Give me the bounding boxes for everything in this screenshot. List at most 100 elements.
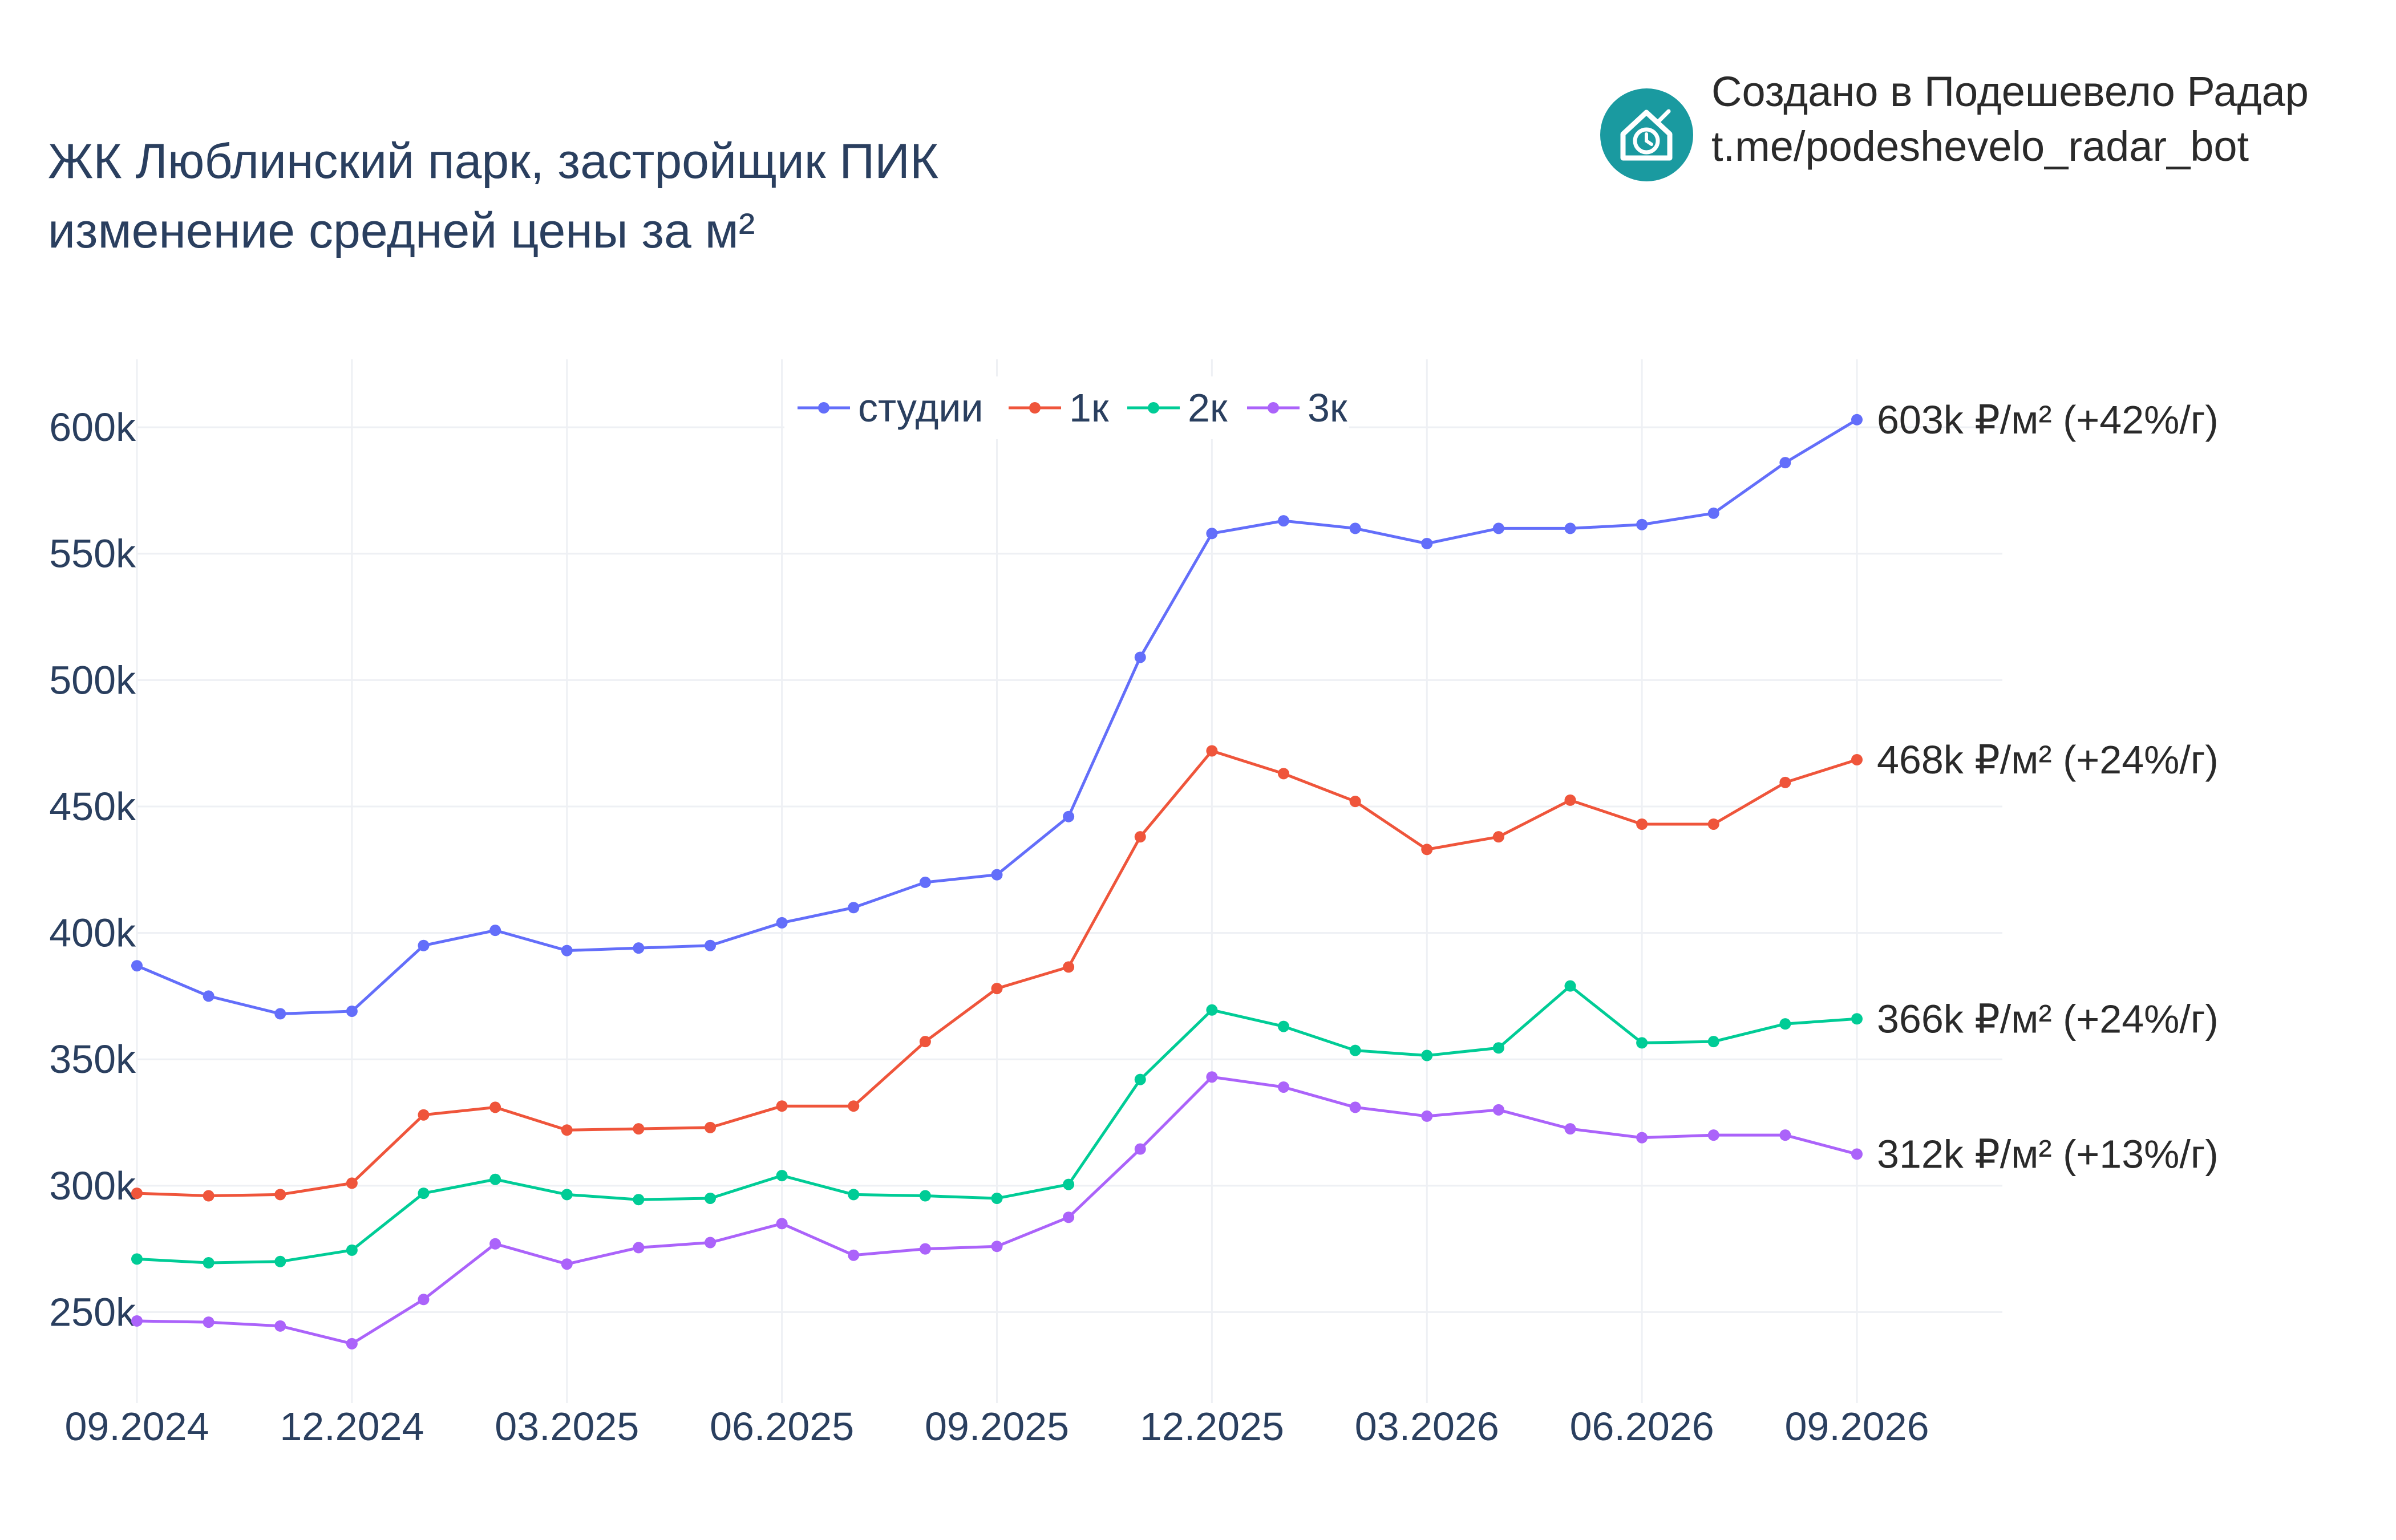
data-point[interactable]: [705, 1121, 716, 1133]
data-point[interactable]: [274, 1189, 286, 1201]
data-point[interactable]: [991, 983, 1003, 995]
data-point[interactable]: [1492, 1042, 1504, 1054]
data-point[interactable]: [1421, 1049, 1433, 1061]
data-point[interactable]: [346, 1244, 358, 1256]
data-point[interactable]: [1707, 1129, 1719, 1141]
data-point[interactable]: [1421, 844, 1433, 856]
data-point[interactable]: [1206, 528, 1218, 540]
data-point[interactable]: [1278, 1081, 1289, 1093]
data-point[interactable]: [418, 1294, 430, 1306]
data-point[interactable]: [1851, 753, 1863, 765]
data-point[interactable]: [561, 1258, 573, 1270]
data-point[interactable]: [1349, 522, 1361, 534]
data-point[interactable]: [1063, 1178, 1075, 1190]
data-point[interactable]: [489, 1101, 501, 1113]
data-point[interactable]: [1206, 1071, 1218, 1083]
data-point[interactable]: [274, 1008, 286, 1020]
data-point[interactable]: [1779, 1018, 1791, 1030]
data-point[interactable]: [633, 1194, 645, 1206]
data-point[interactable]: [274, 1255, 286, 1267]
data-point[interactable]: [1564, 1123, 1576, 1135]
data-point[interactable]: [131, 1253, 143, 1265]
data-point[interactable]: [489, 925, 501, 937]
data-point[interactable]: [1636, 818, 1648, 830]
data-point[interactable]: [1134, 831, 1146, 843]
data-point[interactable]: [1206, 745, 1218, 757]
brand-link[interactable]: t.me/podeshevelo_radar_bot: [1711, 123, 2249, 170]
data-point[interactable]: [561, 1124, 573, 1136]
data-point[interactable]: [203, 990, 214, 1002]
data-point[interactable]: [346, 1005, 358, 1017]
data-point[interactable]: [633, 1242, 645, 1254]
data-point[interactable]: [1063, 961, 1075, 973]
data-point[interactable]: [346, 1338, 358, 1349]
data-point[interactable]: [705, 1237, 716, 1249]
legend-item[interactable]: студии: [798, 386, 984, 430]
data-point[interactable]: [848, 1100, 860, 1112]
data-point[interactable]: [1134, 651, 1146, 663]
data-point[interactable]: [633, 1123, 645, 1135]
data-point[interactable]: [346, 1177, 358, 1189]
data-point[interactable]: [991, 1241, 1003, 1253]
data-point[interactable]: [489, 1173, 501, 1185]
data-point[interactable]: [1349, 1044, 1361, 1056]
data-point[interactable]: [131, 1315, 143, 1327]
data-point[interactable]: [1636, 1037, 1648, 1049]
data-point[interactable]: [848, 1249, 860, 1261]
data-point[interactable]: [1278, 1020, 1289, 1032]
data-point[interactable]: [1779, 776, 1791, 788]
data-point[interactable]: [418, 1188, 430, 1199]
legend-item[interactable]: 3к: [1247, 386, 1347, 430]
data-point[interactable]: [705, 939, 716, 951]
data-point[interactable]: [1492, 831, 1504, 843]
data-point[interactable]: [1349, 1101, 1361, 1113]
data-point[interactable]: [1564, 522, 1576, 534]
data-point[interactable]: [1779, 457, 1791, 469]
data-point[interactable]: [418, 939, 430, 951]
data-point[interactable]: [1063, 810, 1075, 822]
data-point[interactable]: [919, 1190, 931, 1202]
data-point[interactable]: [1278, 515, 1289, 527]
legend-item[interactable]: 1к: [1009, 386, 1109, 430]
data-point[interactable]: [131, 1188, 143, 1199]
data-point[interactable]: [203, 1190, 214, 1202]
data-point[interactable]: [489, 1238, 501, 1250]
data-point[interactable]: [1636, 1132, 1648, 1144]
data-point[interactable]: [1707, 1036, 1719, 1048]
data-point[interactable]: [418, 1109, 430, 1121]
data-point[interactable]: [1707, 818, 1719, 830]
data-point[interactable]: [203, 1257, 214, 1269]
data-point[interactable]: [776, 1100, 788, 1112]
data-point[interactable]: [274, 1320, 286, 1332]
data-point[interactable]: [1421, 1110, 1433, 1122]
data-point[interactable]: [131, 960, 143, 972]
data-point[interactable]: [991, 869, 1003, 881]
data-point[interactable]: [1063, 1211, 1075, 1223]
data-point[interactable]: [1134, 1143, 1146, 1155]
data-point[interactable]: [776, 1170, 788, 1182]
data-point[interactable]: [1707, 507, 1719, 519]
data-point[interactable]: [1779, 1129, 1791, 1141]
data-point[interactable]: [991, 1192, 1003, 1204]
data-point[interactable]: [776, 1218, 788, 1230]
data-point[interactable]: [919, 876, 931, 888]
data-point[interactable]: [1636, 518, 1648, 530]
data-point[interactable]: [1134, 1073, 1146, 1085]
data-point[interactable]: [705, 1192, 716, 1204]
data-point[interactable]: [1492, 1104, 1504, 1116]
data-point[interactable]: [1492, 522, 1504, 534]
data-point[interactable]: [1278, 768, 1289, 780]
data-point[interactable]: [919, 1036, 931, 1048]
data-point[interactable]: [1851, 414, 1863, 425]
data-point[interactable]: [633, 942, 645, 954]
data-point[interactable]: [1564, 980, 1576, 992]
data-point[interactable]: [919, 1243, 931, 1255]
data-point[interactable]: [1564, 794, 1576, 806]
data-point[interactable]: [203, 1316, 214, 1328]
data-point[interactable]: [848, 1189, 860, 1201]
data-point[interactable]: [561, 945, 573, 957]
data-point[interactable]: [1206, 1004, 1218, 1016]
data-point[interactable]: [1851, 1148, 1863, 1160]
data-point[interactable]: [1349, 796, 1361, 808]
data-point[interactable]: [561, 1189, 573, 1201]
